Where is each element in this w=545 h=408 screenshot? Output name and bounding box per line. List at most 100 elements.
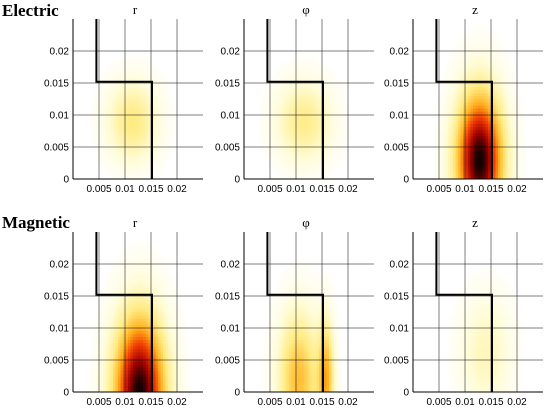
heatmap-cell — [468, 148, 471, 152]
heatmap-cell — [485, 114, 489, 118]
heatmap-cell — [294, 132, 297, 137]
heatmap-cell — [299, 65, 302, 69]
heatmap-cell — [503, 132, 506, 137]
heatmap-cell — [470, 114, 474, 118]
heatmap-cell — [301, 172, 305, 177]
heatmap-cell — [145, 305, 149, 310]
heatmap-cell — [95, 348, 99, 353]
heatmap-cell — [100, 74, 104, 78]
heatmap-cell — [445, 68, 449, 72]
heatmap-cell — [445, 163, 449, 168]
heatmap-cell — [274, 117, 277, 121]
heatmap-cell — [505, 108, 509, 112]
heatmap-cell — [155, 157, 159, 161]
heatmap-cell — [143, 379, 146, 384]
heatmap-cell — [138, 333, 141, 338]
heatmap-cell — [140, 370, 144, 374]
heatmap-cell — [271, 126, 275, 131]
heatmap-cell — [301, 123, 305, 128]
heatmap-cell — [133, 321, 136, 325]
heatmap-cell — [339, 111, 342, 115]
heatmap-cell — [301, 157, 305, 161]
heatmap-cell — [120, 77, 124, 81]
heatmap-cell — [138, 157, 141, 161]
heatmap-cell — [483, 139, 486, 143]
heatmap-cell — [118, 160, 121, 165]
heatmap-cell — [304, 55, 307, 60]
heatmap-cell — [133, 172, 136, 177]
heatmap-cell — [503, 55, 506, 60]
heatmap-cell — [468, 28, 471, 32]
heatmap-cell — [450, 129, 454, 134]
heatmap-cell — [120, 290, 124, 294]
heatmap-cell — [123, 305, 126, 310]
heatmap-cell — [103, 108, 106, 112]
heatmap-cell — [301, 135, 305, 140]
heatmap-cell — [130, 175, 134, 179]
heatmap-cell — [105, 330, 109, 334]
heatmap-cell — [98, 95, 101, 100]
heatmap-cell — [130, 296, 134, 301]
heatmap-cell — [173, 126, 176, 131]
heatmap-cell — [140, 55, 144, 60]
heatmap-cell — [120, 376, 124, 381]
heatmap-cell — [495, 157, 499, 161]
heatmap-cell — [259, 117, 262, 121]
heatmap-cell — [321, 71, 325, 75]
heatmap-cell — [115, 123, 119, 128]
heatmap-cell — [135, 135, 139, 140]
heatmap-cell — [435, 172, 439, 177]
heatmap-cell — [289, 114, 292, 118]
heatmap-cell — [138, 253, 141, 258]
heatmap-cell — [125, 139, 129, 143]
heatmap-cell — [470, 166, 474, 171]
heatmap-cell — [475, 62, 479, 66]
heatmap-cell — [95, 123, 99, 128]
heatmap-cell — [309, 83, 312, 88]
heatmap-cell — [148, 305, 151, 310]
heatmap-cell — [163, 99, 166, 103]
heatmap-cell — [118, 333, 121, 338]
heatmap-cell — [500, 120, 504, 125]
heatmap-cell — [120, 166, 124, 171]
heatmap-cell — [510, 139, 514, 143]
heatmap-cell — [153, 345, 156, 350]
heatmap-cell — [281, 102, 285, 106]
heatmap-cell — [319, 148, 322, 152]
heatmap-cell — [448, 142, 451, 146]
heatmap-cell — [120, 102, 124, 106]
heatmap-cell — [498, 37, 501, 41]
heatmap-cell — [145, 95, 149, 100]
heatmap-cell — [118, 348, 121, 353]
heatmap-cell — [128, 262, 131, 267]
heatmap-cell — [324, 142, 327, 146]
heatmap-cell — [495, 68, 499, 72]
heatmap-cell — [105, 364, 109, 368]
heatmap-cell — [478, 62, 481, 66]
heatmap-cell — [483, 28, 486, 32]
heatmap-cell — [103, 342, 106, 347]
heatmap-cell — [118, 157, 121, 161]
heatmap-cell — [480, 95, 484, 100]
heatmap-cell — [145, 330, 149, 334]
heatmap-cell — [301, 86, 305, 91]
heatmap-cell — [128, 139, 131, 143]
heatmap-cell — [448, 129, 451, 134]
heatmap-cell — [480, 71, 484, 75]
heatmap-cell — [279, 126, 282, 131]
heatmap-cell — [133, 259, 136, 264]
heatmap-cell — [324, 71, 327, 75]
heatmap-cell — [311, 102, 315, 106]
heatmap-cell — [123, 250, 126, 254]
heatmap-cell — [316, 108, 320, 112]
heatmap-cell — [100, 339, 104, 344]
heatmap-cell — [128, 71, 131, 75]
heatmap-cell — [98, 139, 101, 143]
heatmap-cell — [438, 139, 441, 143]
heatmap-cell — [135, 126, 139, 131]
heatmap-cell — [314, 160, 317, 165]
x-tick-label: 0.015 — [478, 184, 503, 195]
heatmap-cell — [133, 139, 136, 143]
heatmap-cell — [95, 333, 99, 338]
